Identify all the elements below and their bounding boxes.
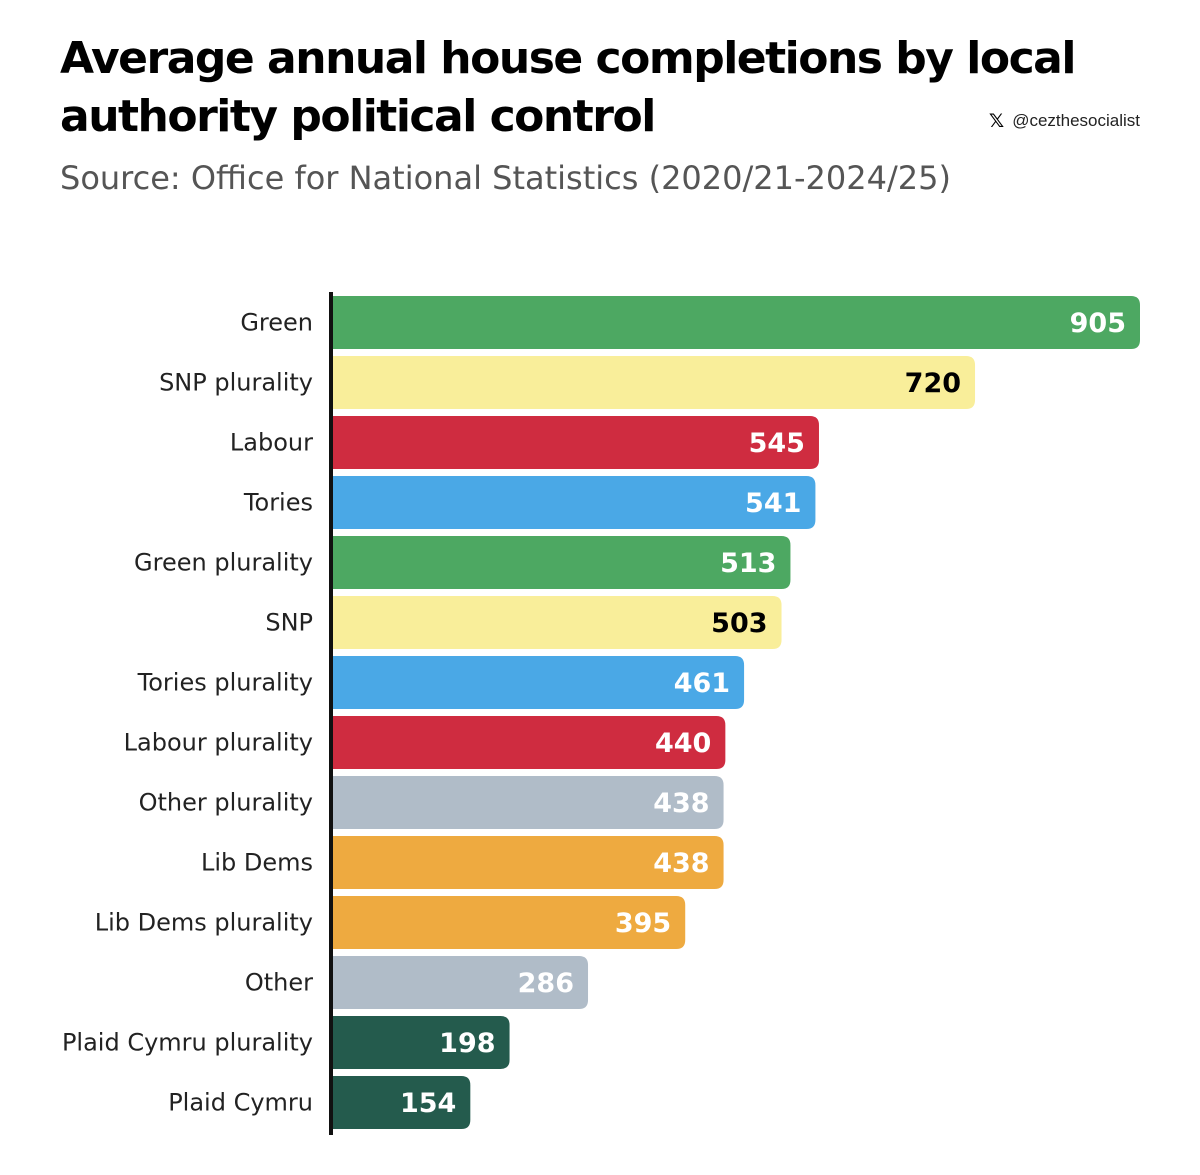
chart-title: Average annual house completions by loca… <box>60 33 1076 142</box>
value-label: 286 <box>518 968 574 999</box>
value-label: 440 <box>655 728 711 759</box>
value-label: 154 <box>400 1088 456 1119</box>
bar-tories <box>333 476 816 529</box>
category-label: SNP plurality <box>159 369 313 397</box>
category-label: Labour <box>230 429 313 457</box>
value-label: 503 <box>711 608 767 639</box>
category-label: Tories <box>243 489 313 517</box>
category-label: Plaid Cymru plurality <box>62 1029 313 1057</box>
value-label: 198 <box>439 1028 495 1059</box>
bar-plaid-cymru-plurality <box>333 1016 510 1069</box>
bar-green <box>333 296 1140 349</box>
category-label: Other plurality <box>139 789 313 817</box>
category-label: Labour plurality <box>124 729 313 757</box>
bar-lib-dems <box>333 836 724 889</box>
category-label: Other <box>245 969 313 997</box>
category-label: Green <box>240 309 313 337</box>
bar-other-plurality <box>333 776 724 829</box>
x-logo-icon: 𝕏 <box>988 110 1005 132</box>
value-label: 395 <box>615 908 671 939</box>
bar-snp-plurality <box>333 356 976 409</box>
value-label: 438 <box>653 848 709 879</box>
value-label: 720 <box>905 368 961 399</box>
category-label: Green plurality <box>134 549 313 577</box>
bar-lib-dems-plurality <box>333 896 686 949</box>
credit-text: @cezthesocialist <box>1012 111 1140 130</box>
bar-chart: Green 905 SNP plurality 720 Labour 545 Tories 5… <box>62 292 1140 1135</box>
bar-plaid-cymru <box>333 1076 471 1129</box>
bar-other <box>333 956 589 1009</box>
category-label: SNP <box>265 609 313 637</box>
bar-labour-plurality <box>333 716 726 769</box>
bar-tories-plurality <box>333 656 745 709</box>
value-label: 545 <box>749 428 805 459</box>
value-label: 513 <box>720 548 776 579</box>
value-label: 541 <box>745 488 801 519</box>
category-label: Lib Dems <box>201 849 313 877</box>
chart-subtitle: Source: Office for National Statistics (… <box>60 159 951 197</box>
bar-green-plurality <box>333 536 791 589</box>
value-label: 461 <box>674 668 730 699</box>
category-label: Tories plurality <box>137 669 313 697</box>
credit-handle: 𝕏 @cezthesocialist <box>989 110 1140 132</box>
value-label: 905 <box>1070 308 1126 339</box>
bar-snp <box>333 596 782 649</box>
category-label: Lib Dems plurality <box>95 909 313 937</box>
bar-labour <box>333 416 819 469</box>
value-label: 438 <box>653 788 709 819</box>
category-label: Plaid Cymru <box>168 1089 313 1117</box>
